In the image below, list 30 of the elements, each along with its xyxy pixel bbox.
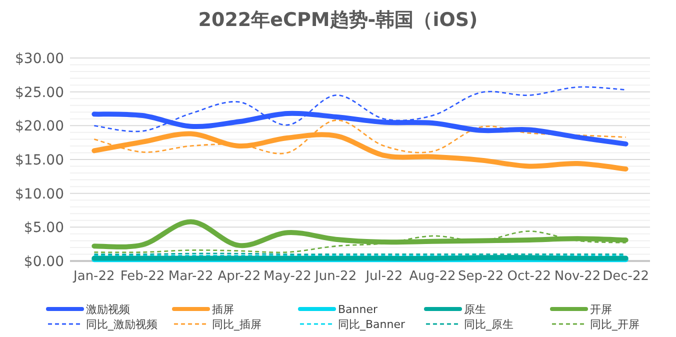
- legend-label: 同比_原生: [464, 318, 514, 331]
- legend-label: 插屏: [212, 303, 234, 316]
- legend-label: 同比_插屏: [212, 318, 262, 331]
- y-tick-label: $20.00: [15, 118, 64, 135]
- x-tick-label: Jun-22: [314, 269, 357, 284]
- legend-label: 同比_开屏: [590, 318, 640, 331]
- x-tick-label: Oct-22: [507, 269, 552, 284]
- x-tick-label: Jul-22: [364, 269, 403, 284]
- x-tick-label: Aug-22: [409, 269, 456, 284]
- x-tick-label: Dec-22: [602, 269, 650, 284]
- y-tick-label: $30.00: [15, 51, 64, 67]
- chart-title: 2022年eCPM趋势-韩国（iOS): [198, 9, 478, 31]
- x-tick-label: Jan-22: [72, 269, 115, 284]
- legend-label: 同比_激励视频: [86, 318, 158, 331]
- legend-label: 开屏: [590, 303, 612, 316]
- y-tick-label: $10.00: [15, 186, 64, 202]
- x-tick-label: Mar-22: [168, 269, 214, 284]
- y-tick-label: $0.00: [24, 254, 64, 270]
- y-tick-label: $5.00: [24, 220, 64, 236]
- y-tick-label: $25.00: [15, 84, 64, 101]
- legend-label: 激励视频: [86, 303, 130, 316]
- legend-label: 原生: [464, 303, 486, 316]
- x-tick-label: Apr-22: [218, 269, 261, 284]
- x-tick-label: Feb-22: [120, 269, 165, 284]
- legend-label: Banner: [338, 303, 378, 316]
- x-tick-label: May-22: [264, 269, 312, 284]
- legend-label: 同比_Banner: [338, 318, 406, 331]
- x-tick-label: Sep-22: [458, 269, 504, 284]
- x-tick-label: Nov-22: [554, 269, 601, 284]
- y-tick-label: $15.00: [15, 152, 64, 168]
